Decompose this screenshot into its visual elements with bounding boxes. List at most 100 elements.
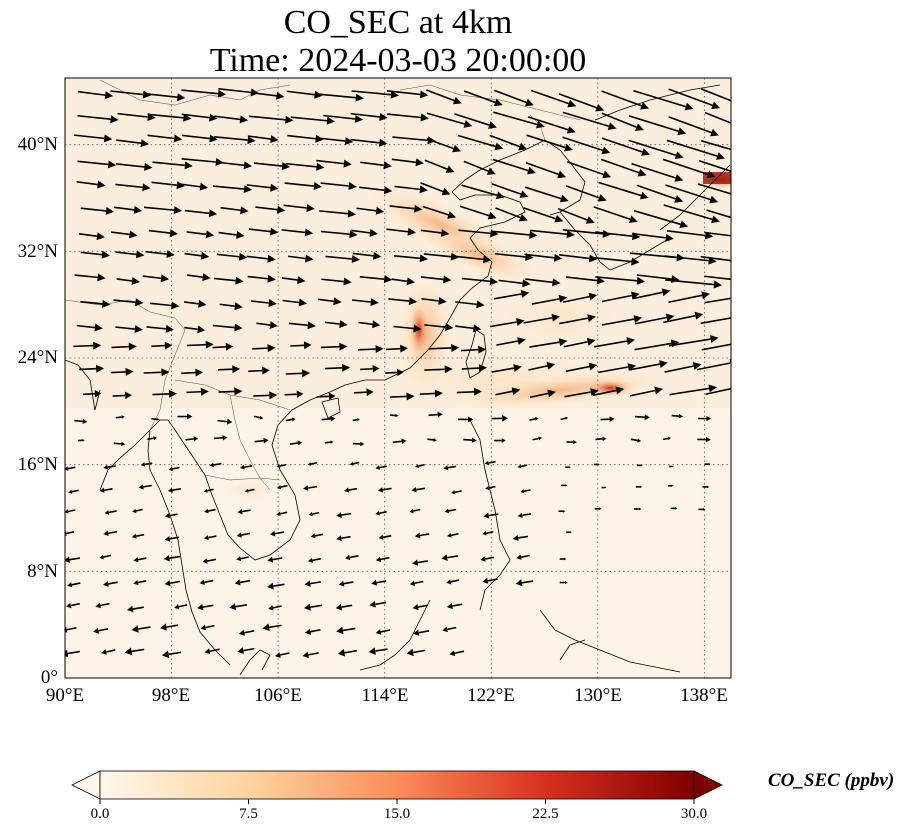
wind-arrow-shaft bbox=[420, 229, 442, 234]
wind-arrow-shaft bbox=[71, 582, 81, 586]
wind-arrow-shaft bbox=[663, 437, 669, 441]
wind-arrow-shaft bbox=[525, 162, 559, 176]
wind-arrow-shaft bbox=[117, 112, 148, 118]
wind-arrow-shaft bbox=[494, 89, 527, 104]
wind-arrow-head bbox=[174, 604, 180, 610]
wind-arrow-head bbox=[587, 314, 596, 323]
wind-arrow-shaft bbox=[463, 438, 473, 441]
wind-arrow-head bbox=[703, 507, 706, 511]
wind-arrow-head bbox=[489, 277, 499, 286]
wind-arrow-head bbox=[493, 98, 503, 107]
wind-arrow-head bbox=[93, 627, 100, 634]
wind-arrow-shaft bbox=[558, 253, 590, 260]
wind-arrow-shaft bbox=[181, 371, 196, 375]
wind-arrow-shaft bbox=[457, 134, 496, 148]
wind-arrow-shaft bbox=[351, 90, 392, 96]
wind-arrow-head bbox=[701, 291, 710, 300]
wind-arrow-head bbox=[199, 579, 205, 586]
wind-arrow-head bbox=[588, 254, 598, 263]
wind-arrow-shaft bbox=[382, 534, 392, 539]
wind-arrow-shaft bbox=[495, 207, 521, 219]
wind-arrow-head bbox=[161, 368, 170, 377]
wind-arrow-shaft bbox=[214, 135, 248, 141]
wind-arrow-shaft bbox=[529, 341, 560, 348]
wind-arrow-head bbox=[267, 254, 276, 263]
wind-arrow-head bbox=[124, 391, 132, 400]
wind-arrow-head bbox=[678, 413, 683, 419]
wind-arrow-shaft bbox=[669, 387, 710, 396]
wind-arrow-head bbox=[536, 120, 545, 129]
colorbar-tick-7.5: 7.5 bbox=[239, 806, 258, 822]
wind-arrow-head bbox=[187, 413, 193, 420]
wind-arrow-shaft bbox=[280, 511, 288, 515]
wind-arrow-shaft bbox=[412, 508, 421, 512]
wind-arrow-head bbox=[306, 204, 315, 212]
wind-arrow-shaft bbox=[213, 185, 245, 190]
wind-arrow-head bbox=[243, 185, 253, 194]
wind-arrow-shaft bbox=[495, 390, 513, 396]
wind-arrow-shaft bbox=[168, 651, 182, 656]
wind-arrow-head bbox=[225, 342, 234, 351]
wind-arrow-shaft bbox=[359, 276, 385, 280]
lon-tick-138: 138°E bbox=[680, 685, 728, 706]
wind-arrow-head bbox=[447, 211, 457, 219]
wind-arrow-shaft bbox=[290, 116, 328, 122]
wind-arrow-shaft bbox=[70, 602, 80, 607]
wind-arrow-head bbox=[534, 417, 539, 421]
wind-arrow-head bbox=[419, 185, 428, 194]
wind-arrow-shaft bbox=[207, 488, 214, 492]
wind-arrow-shaft bbox=[447, 465, 457, 469]
wind-arrow-shaft bbox=[209, 648, 220, 653]
wind-arrow-head bbox=[452, 96, 462, 105]
wind-arrow-head bbox=[517, 337, 526, 345]
wind-arrow-head bbox=[588, 292, 598, 301]
wind-arrow-shaft bbox=[351, 229, 371, 234]
wind-arrow-shaft bbox=[631, 162, 676, 179]
wind-arrow-head bbox=[522, 279, 531, 288]
wind-arrow-head bbox=[710, 335, 719, 344]
wind-arrow-head bbox=[101, 250, 111, 259]
wind-arrow-shaft bbox=[427, 438, 434, 441]
wind-arrow-head bbox=[446, 579, 452, 585]
wind-arrow-head bbox=[236, 556, 242, 562]
wind-arrow-head bbox=[372, 320, 381, 329]
wind-arrow-head bbox=[153, 436, 158, 441]
wind-arrow-shaft bbox=[213, 436, 223, 440]
wind-arrow-head bbox=[705, 436, 711, 443]
wind-arrow-shaft bbox=[103, 554, 112, 558]
wind-arrow-head bbox=[297, 276, 306, 284]
wind-arrow-head bbox=[520, 489, 525, 494]
wind-arrow-shaft bbox=[113, 299, 136, 304]
wind-arrow-shaft bbox=[273, 583, 285, 587]
wind-arrow-head bbox=[517, 464, 522, 469]
wind-arrow-head bbox=[316, 162, 325, 171]
plot-subtitle-time: Time: 2024-03-03 20:00:00 bbox=[209, 42, 587, 79]
wind-arrow-head bbox=[472, 324, 482, 333]
wind-arrow-shaft bbox=[490, 321, 517, 328]
wind-arrow-head bbox=[259, 415, 264, 420]
wind-arrow-head bbox=[636, 276, 646, 285]
wind-arrow-head bbox=[406, 648, 414, 657]
wind-arrow-head bbox=[710, 128, 719, 137]
wind-arrow-shaft bbox=[247, 135, 271, 140]
wind-arrow-shaft bbox=[521, 580, 534, 584]
wind-arrow-head bbox=[442, 275, 452, 284]
wind-arrow-head bbox=[349, 461, 354, 466]
wind-arrow-shaft bbox=[592, 389, 617, 397]
wind-arrow-shaft bbox=[421, 297, 439, 302]
wind-arrow-head bbox=[524, 98, 534, 107]
wind-arrow-shaft bbox=[665, 279, 715, 286]
wind-arrow-head bbox=[378, 138, 388, 147]
wind-arrow-head bbox=[238, 629, 245, 636]
wind-arrow-shaft bbox=[73, 344, 94, 348]
wind-arrow-head bbox=[222, 435, 228, 441]
wind-arrow-shaft bbox=[318, 298, 334, 303]
wind-arrow-shaft bbox=[205, 624, 215, 629]
wind-arrow-head bbox=[103, 134, 113, 143]
wind-arrow-head bbox=[557, 170, 567, 179]
wind-arrow-head bbox=[163, 554, 170, 562]
wind-arrow-head bbox=[569, 531, 572, 534]
wind-arrow-head bbox=[138, 484, 144, 490]
wind-arrow-shaft bbox=[455, 325, 474, 330]
wind-arrow-head bbox=[308, 557, 313, 563]
